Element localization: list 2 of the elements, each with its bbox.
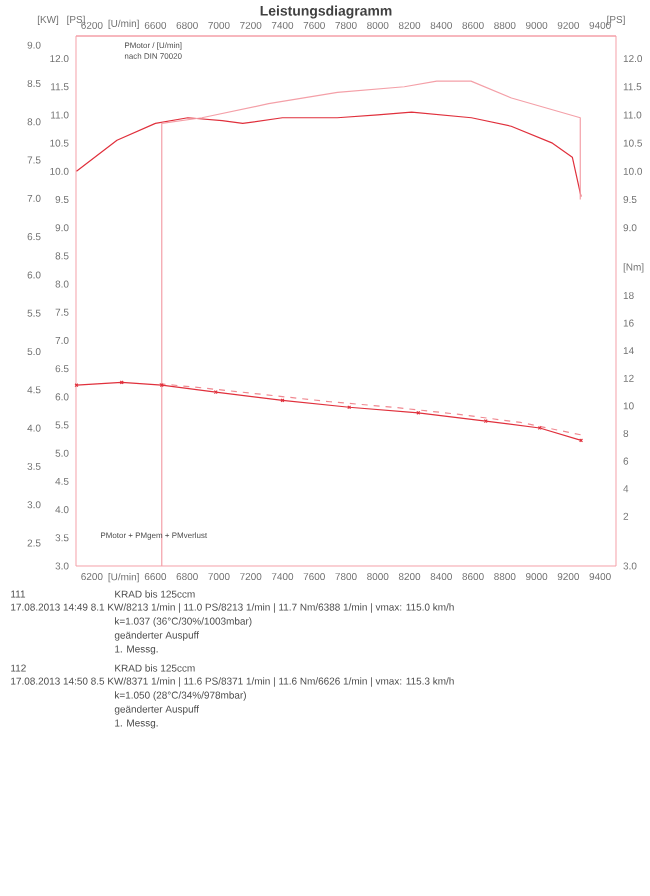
line-series	[158, 383, 582, 436]
line-series	[76, 111, 582, 198]
